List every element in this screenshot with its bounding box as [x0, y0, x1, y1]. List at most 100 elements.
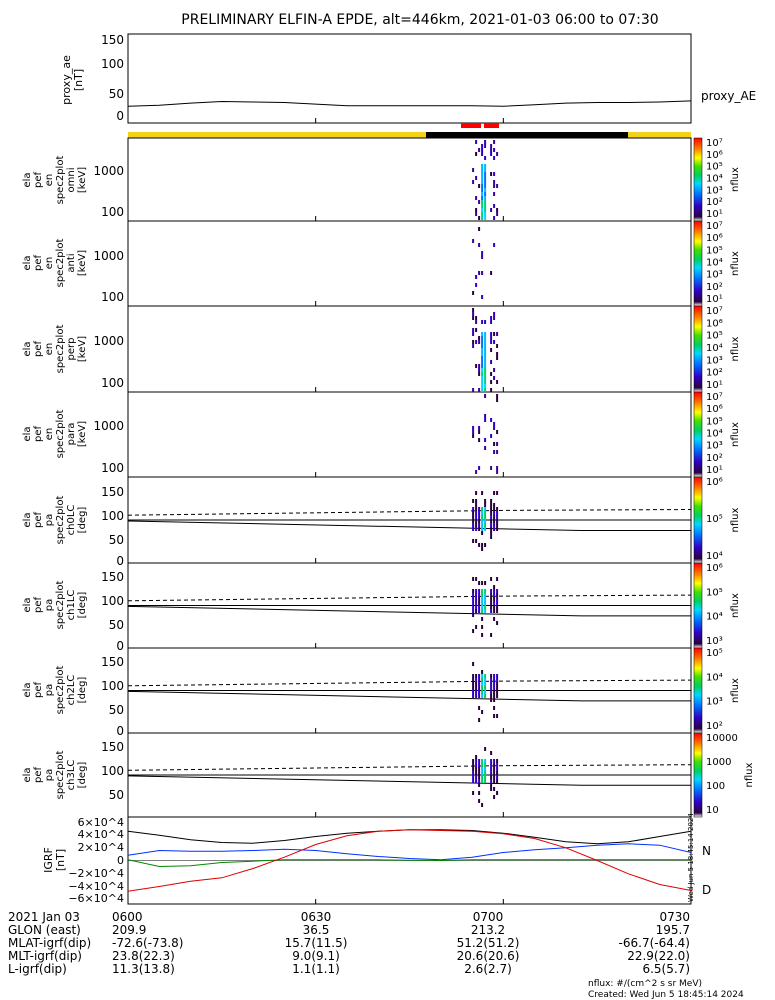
- pitch-angle-pixel: [493, 609, 496, 613]
- y-tick-label: 50: [109, 788, 124, 802]
- colorbar-title: nflux: [730, 422, 741, 447]
- spectrogram-pixel: [481, 340, 484, 344]
- pitch-angle-pixel: [475, 519, 478, 523]
- colorbar-tick-label: 10²: [706, 197, 723, 208]
- pitch-angle-pixel: [493, 775, 496, 779]
- spectrogram-pixel: [481, 348, 484, 352]
- spectrogram-pixel: [490, 148, 493, 152]
- colorbar-title-text: nflux: [730, 336, 741, 361]
- spectrogram-pixel: [481, 332, 484, 336]
- ylabel-line: omni: [66, 168, 77, 193]
- y-tick-label: −4×10^4: [68, 880, 124, 893]
- pitch-angle-pixel: [481, 593, 484, 597]
- pitch-angle-pixel: [484, 515, 487, 519]
- spectrogram-pixel: [496, 380, 499, 384]
- pitch-angle-pixel: [472, 678, 475, 682]
- spectrogram-pixel: [481, 184, 484, 188]
- y-tick-label: 0: [116, 554, 124, 568]
- pitch-angle-pixel: [484, 694, 487, 698]
- pitch-angle-pixel: [481, 605, 484, 609]
- pitch-angle-pixel: [472, 511, 475, 515]
- pitch-angle-pixel: [481, 678, 484, 682]
- pitch-angle-pixel: [493, 597, 496, 601]
- spectrogram-pixel: [475, 470, 478, 474]
- colorbar-tick-label: 10¹: [706, 380, 723, 391]
- colorbar-tick-label: 10³: [706, 697, 723, 708]
- ylabel-line: spec2plot: [55, 666, 66, 715]
- pitch-angle-pixel: [484, 581, 487, 585]
- spectrogram-pixel: [472, 312, 475, 316]
- spectrogram-pixel: [493, 312, 496, 316]
- omni-spectrogram-panel: ela pef en spec2plot omni [keV] 1000 100: [22, 137, 692, 222]
- y-tick-label: 150: [101, 570, 124, 584]
- ae-ylabel-line: proxy_ae: [60, 55, 73, 105]
- pitch-angle-pixel: [472, 775, 475, 779]
- pitch-angle-pixels: [472, 491, 499, 551]
- pitch-angle-pixel: [478, 706, 481, 710]
- pitch-angle-pixel: [493, 585, 496, 589]
- ylabel-line: ela: [22, 255, 33, 270]
- pitch-angle-pixel: [484, 747, 487, 751]
- footer-columns: 0600209.9-72.6(-73.8)23.8(22.3)11.3(13.8…: [112, 910, 690, 976]
- ylabel-line: [keV]: [77, 250, 88, 276]
- spectrogram-pixel: [493, 376, 496, 380]
- ylabel-line: ela: [22, 597, 33, 612]
- units-note: nflux: #/(cm^2 s sr MeV): [588, 979, 702, 989]
- spectrogram-pixel: [490, 320, 493, 324]
- colorbar-tick-label: 10⁵: [706, 162, 723, 173]
- perp-spectrogram-panel: ela pef en spec2plot perp [keV] 1000 100: [22, 305, 692, 393]
- spectrogram-pixel: [481, 144, 484, 148]
- spectrogram-pixel: [484, 388, 487, 392]
- pitch-angle-pixel: [493, 593, 496, 597]
- spectrogram-pixel: [472, 291, 475, 295]
- pitch-angle-pixel: [493, 779, 496, 783]
- pitch-angle-pixel: [472, 613, 475, 617]
- pitch-angle-pixels: [472, 662, 499, 722]
- ylabel-line: en: [44, 174, 55, 187]
- pitch-angle-pixel: [496, 791, 499, 795]
- colorbar-tick-label: 10⁶: [706, 477, 723, 488]
- spectrogram-pixel: [484, 414, 487, 418]
- y-tick-label: −6×10^4: [68, 892, 124, 905]
- pitch-angle-pixel: [475, 577, 478, 581]
- pitch-angle-pixel: [475, 589, 478, 593]
- ae-tick-label: 100: [101, 57, 124, 71]
- colorbar-tick-label: 10⁶: [706, 318, 723, 329]
- pitch-angle-pixel: [472, 763, 475, 767]
- pitch-angle-pixel: [493, 519, 496, 523]
- spectrogram-pixel: [481, 388, 484, 392]
- spectrogram-pixel: [472, 168, 475, 172]
- colorbar-tick-label: 10⁴: [706, 174, 723, 185]
- ylabel-line: ch1LC: [66, 590, 77, 621]
- colorbar-tick-label: 10⁷: [706, 306, 723, 317]
- spectrogram-pixel: [484, 352, 487, 356]
- spectrogram-pixel: [496, 344, 499, 348]
- footer-value: 0600: [112, 910, 143, 924]
- spectrogram-pixel: [493, 148, 496, 152]
- pitch-angle-pixel: [481, 581, 484, 585]
- spectrogram-pixel: [481, 356, 484, 360]
- pitch-angle-pixel: [472, 609, 475, 613]
- pitch-angle-pixel: [472, 593, 475, 597]
- pitch-angle-pixel: [490, 686, 493, 690]
- pitch-angle-pixel: [484, 523, 487, 527]
- footer-label: 2021 Jan 03: [8, 910, 80, 924]
- pitch-angle-pixel: [493, 763, 496, 767]
- spectrogram-pixels: [472, 140, 499, 220]
- footer-value: 1.1(1.1): [292, 962, 340, 976]
- pitch-angle-pixel: [496, 589, 499, 593]
- pitch-angle-pixel: [472, 597, 475, 601]
- pitch-angle-pixel: [478, 601, 481, 605]
- pitch-angle-pixel: [475, 515, 478, 519]
- colorbar-tick-label: 10²: [706, 282, 723, 293]
- pitch-angle-pixel: [493, 698, 496, 702]
- pitch-angle-pixel: [472, 629, 475, 633]
- spectrogram-pixel: [481, 208, 484, 212]
- pitch-angle-pixel: [481, 617, 484, 621]
- pitch-angle-pixel: [478, 609, 481, 613]
- ae-ylabel-line: [nT]: [72, 69, 85, 91]
- colorbar-tick-label: 10¹: [706, 465, 723, 476]
- spectrogram-pixel: [481, 192, 484, 196]
- spectrogram-pixel: [481, 344, 484, 348]
- pitch-angle-pixel: [475, 759, 478, 763]
